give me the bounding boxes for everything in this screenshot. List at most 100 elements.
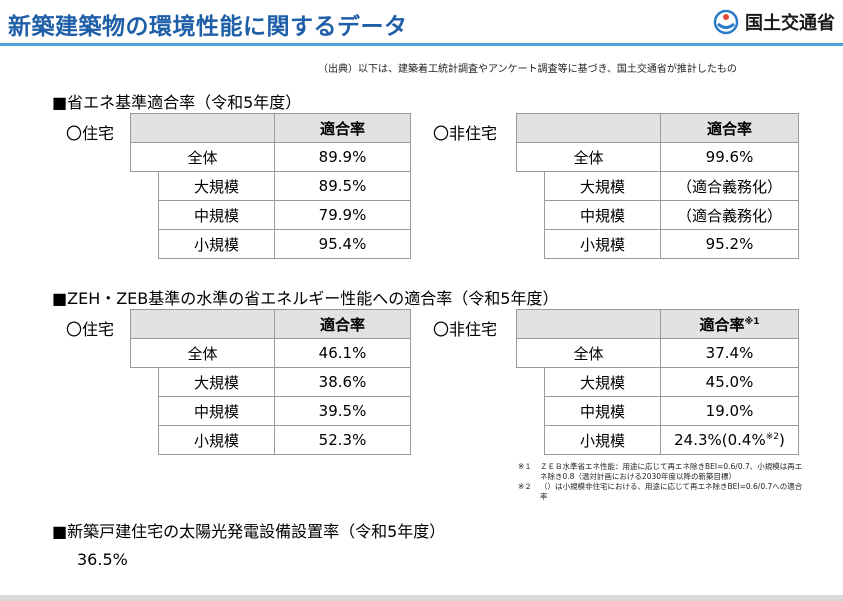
row-label: 中規模 [544,200,661,230]
indent-cell [517,397,545,426]
row-label: 大規模 [544,367,661,397]
footnote: ※１ ＺＥＢ水準省エネ性能：用途に応じて再エネ除きBEI=0.6/0.7、小規模… [518,462,808,482]
table-row: 中規模 19.0% [517,396,799,426]
footnote-mark: ※２ [518,482,532,491]
column-header: 適合率 [274,309,411,339]
indent-cell [131,397,159,426]
row-label: 中規模 [158,396,275,426]
indent-cell [517,230,545,259]
table-header-row: 適合率 [516,113,799,143]
indent-cell [131,368,159,397]
row-value: 46.1% [274,338,411,368]
row-value: 99.6% [660,142,799,172]
row-value: 89.5% [274,171,411,201]
row-value: 19.0% [660,396,799,426]
section-heading: ■省エネ基準適合率（令和5年度） [52,93,302,112]
row-label: 中規模 [158,200,275,230]
row-value: 95.4% [274,229,411,259]
indent-cell [517,368,545,397]
indent-cell [517,201,545,230]
row-value: 45.0% [660,367,799,397]
source-note: （出典）以下は、建築着工統計調査やアンケート調査等に基づき、国土交通省が推計した… [318,64,737,75]
table-row: 中規模 （適合義務化） [517,200,799,230]
header-blank-cell [516,113,661,143]
row-label: 全体 [516,142,661,172]
footnote: ※２ （）は小規模非住宅における、用途に応じて再エネ除きBEI=0.6/0.7へ… [518,482,808,502]
row-value: 37.4% [660,338,799,368]
footer-bar [0,595,843,601]
table-row: 全体 46.1% [130,338,411,368]
logo: 国土交通省 [713,8,835,36]
residential-table: 適合率 全体 46.1% 大規模 38.6% 中規模 39.5% 小規模 52.… [130,309,411,455]
row-value: 95.2% [660,229,799,259]
row-label: 中規模 [544,396,661,426]
footnote-marker: ※2 [765,432,780,442]
row-value: 38.6% [274,367,411,397]
header-blank-cell [130,113,275,143]
header-blank-cell [130,309,275,339]
table-row: 中規模 79.9% [131,200,411,230]
row-label: 小規模 [158,229,275,259]
header-accent-bar [0,43,843,46]
table-row: 大規模 38.6% [131,367,411,397]
indent-cell [131,201,159,230]
row-value-tail: ) [779,431,785,449]
row-label: 小規模 [544,425,661,455]
nonresidential-table: 適合率※1 全体 37.4% 大規模 45.0% 中規模 19.0% 小規模 2… [516,309,799,455]
table-header-row: 適合率※1 [516,309,799,339]
slide-header: 新築建築物の環境性能に関するデータ 国土交通省 [0,0,843,46]
table-row: 小規模 95.2% [517,229,799,259]
row-value: 52.3% [274,425,411,455]
footnotes: ※１ ＺＥＢ水準省エネ性能：用途に応じて再エネ除きBEI=0.6/0.7、小規模… [518,462,808,502]
indent-cell [517,426,545,455]
residential-table: 適合率 全体 89.9% 大規模 89.5% 中規模 79.9% 小規模 95.… [130,113,411,259]
table-row: 全体 99.6% [516,142,799,172]
page-title: 新築建築物の環境性能に関するデータ [8,14,408,40]
table-row: 大規模 （適合義務化） [517,171,799,201]
row-label: 小規模 [158,425,275,455]
row-label: 大規模 [544,171,661,201]
nonresidential-table: 適合率 全体 99.6% 大規模 （適合義務化） 中規模 （適合義務化） 小規模… [516,113,799,259]
column-header: 適合率 [274,113,411,143]
indent-cell [517,172,545,201]
column-header: 適合率※1 [660,309,799,339]
row-value: 89.9% [274,142,411,172]
row-value: （適合義務化） [660,200,799,230]
row-label: 全体 [516,338,661,368]
header-blank-cell [516,309,661,339]
table-row: 小規模 52.3% [131,425,411,455]
table-row: 全体 89.9% [130,142,411,172]
row-value: 39.5% [274,396,411,426]
row-value: 79.9% [274,200,411,230]
row-value-text: 24.3%(0.4% [674,431,766,449]
nonresidential-label: 〇非住宅 [433,320,498,339]
row-label: 小規模 [544,229,661,259]
row-label: 全体 [130,338,275,368]
table-row: 全体 37.4% [516,338,799,368]
logo-text: 国土交通省 [745,13,835,34]
footnote-text: ＺＥＢ水準省エネ性能：用途に応じて再エネ除きBEI=0.6/0.7、小規模は再エ… [540,462,803,481]
indent-cell [131,172,159,201]
footnote-text: （）は小規模非住宅における、用途に応じて再エネ除きBEI=0.6/0.7への適合… [540,482,803,501]
row-label: 全体 [130,142,275,172]
table-row: 大規模 45.0% [517,367,799,397]
row-value: （適合義務化） [660,171,799,201]
column-header-text: 適合率 [699,315,745,334]
row-label: 大規模 [158,171,275,201]
column-header: 適合率 [660,113,799,143]
table-row: 小規模 24.3%(0.4%※2) [517,425,799,455]
residential-label: 〇住宅 [66,320,115,339]
table-row: 中規模 39.5% [131,396,411,426]
nonresidential-label: 〇非住宅 [433,124,498,143]
table-header-row: 適合率 [130,309,411,339]
section-heading: ■ZEH・ZEB基準の水準の省エネルギー性能への適合率（令和5年度） [52,289,559,308]
indent-cell [131,230,159,259]
footnote-mark: ※１ [518,462,532,471]
section-heading: ■新築戸建住宅の太陽光発電設備設置率（令和5年度） [52,522,446,541]
indent-cell [131,426,159,455]
footnote-marker: ※1 [744,316,760,327]
row-value: 24.3%(0.4%※2) [660,425,799,455]
solar-installation-rate: 36.5% [77,550,128,569]
table-row: 大規模 89.5% [131,171,411,201]
mlit-logo-icon [713,9,739,35]
